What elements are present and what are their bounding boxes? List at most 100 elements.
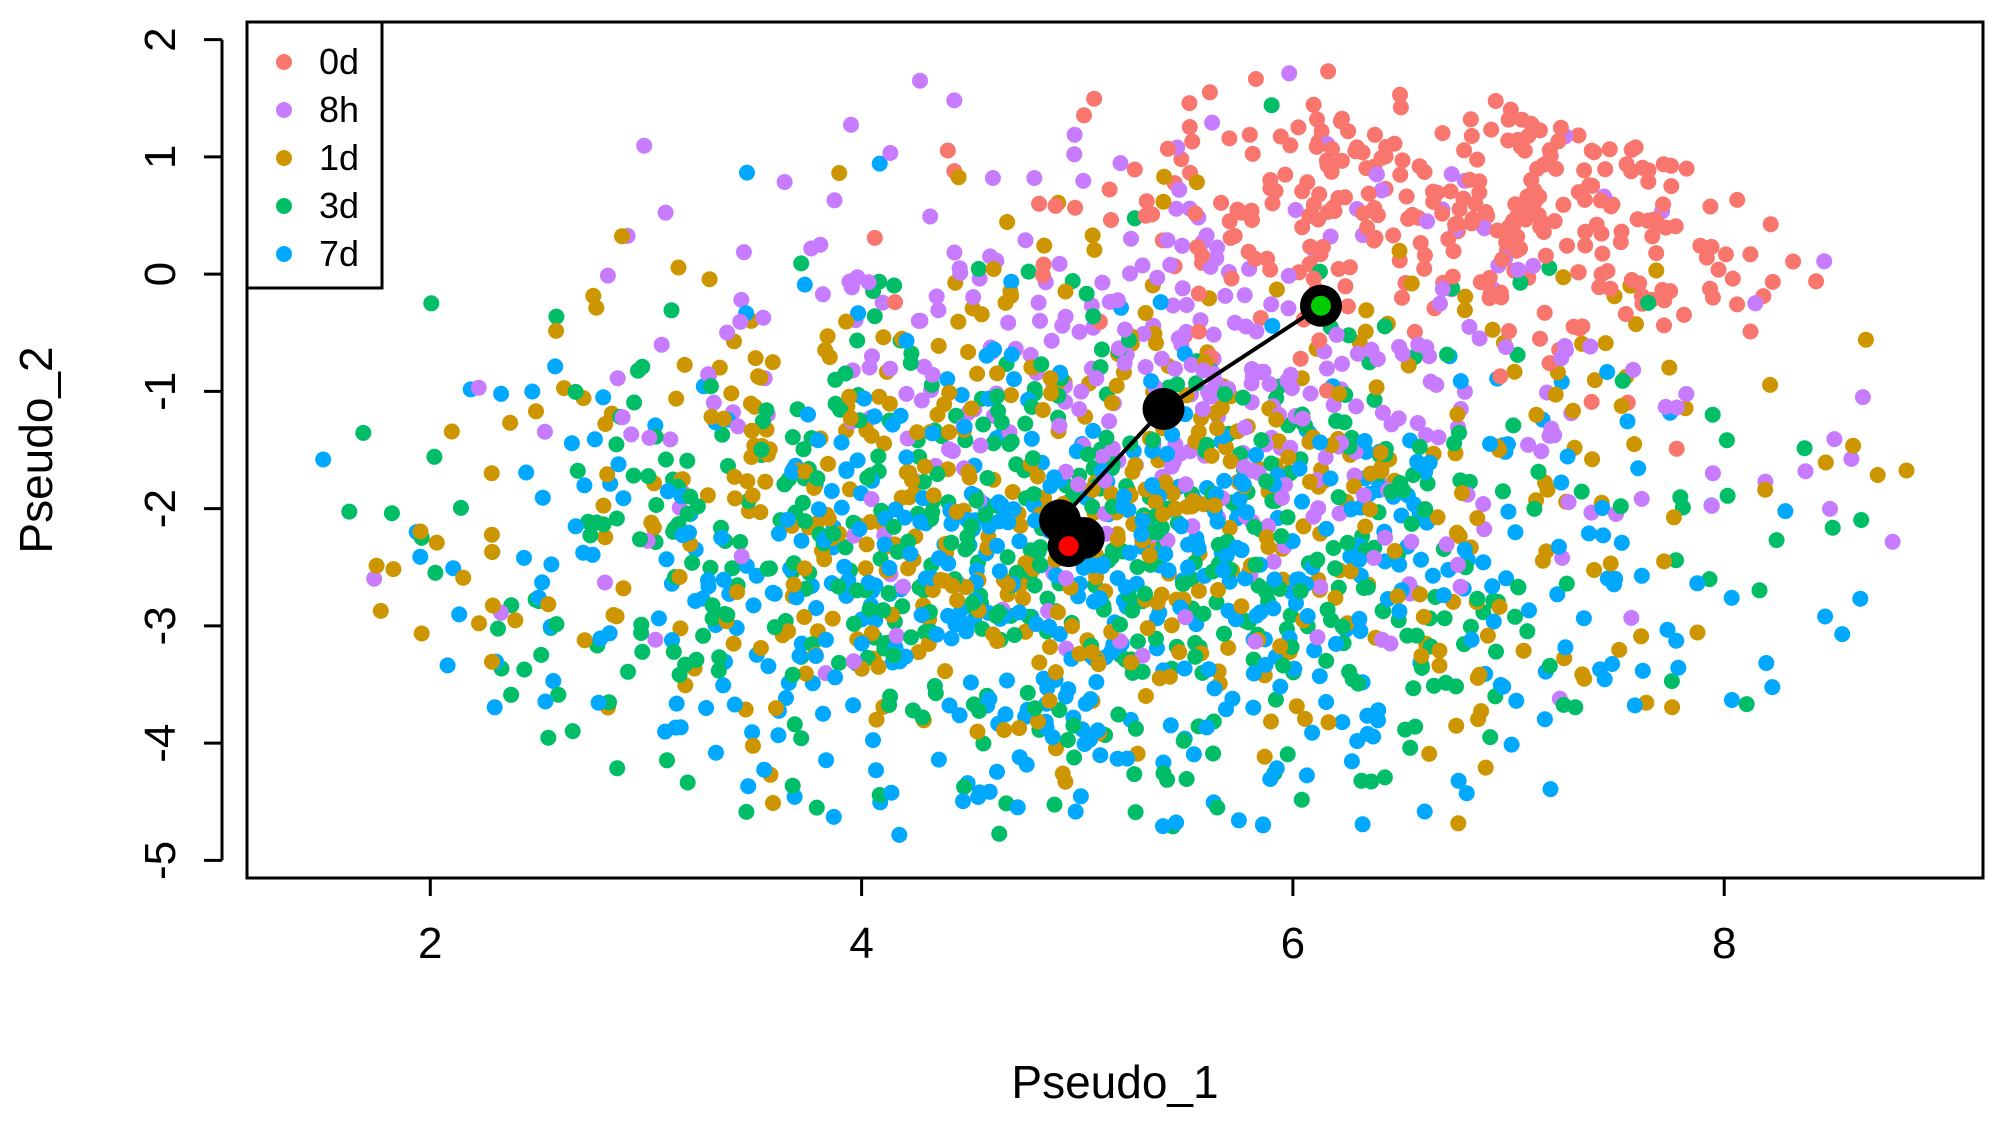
scatter-point-8h [928,288,945,305]
scatter-point-1d [1479,627,1496,644]
scatter-point-8h [1450,556,1466,573]
scatter-point-8h [1112,155,1129,172]
scatter-point-1d [1454,485,1470,501]
scatter-point-3d [1437,674,1454,691]
scatter-point-7d [1291,460,1308,477]
scatter-point-7d [1257,656,1274,673]
scatter-point-8h [1623,609,1640,626]
scatter-point-3d [1153,519,1170,536]
scatter-point-0d [1494,251,1511,268]
scatter-point-3d [1494,483,1511,500]
scatter-point-0d [1445,243,1462,260]
scatter-point-7d [962,674,979,691]
scatter-point-8h [733,291,750,308]
scatter-point-3d [1541,657,1558,674]
scatter-point-7d [913,607,930,623]
scatter-point-8h [1418,427,1435,443]
scatter-point-1d [1154,506,1171,523]
scatter-point-3d [975,735,992,752]
scatter-point-3d [1350,675,1367,692]
scatter-point-3d [569,462,586,479]
scatter-point-3d [991,604,1008,620]
scatter-point-1d [668,390,685,407]
scatter-point-3d [1025,486,1042,503]
scatter-point-7d [883,784,900,801]
scatter-point-3d [991,825,1008,842]
scatter-point-7d [668,695,685,712]
scatter-point-8h [647,631,664,648]
scatter-point-3d [695,627,712,644]
scatter-point-1d [1898,462,1915,479]
scatter-point-7d [793,532,810,549]
legend-label-7d: 7d [319,233,359,274]
scatter-point-7d [715,677,732,694]
scatter-point-7d [836,558,853,575]
scatter-point-8h [1051,417,1068,434]
scatter-point-1d [1043,385,1059,402]
scatter-point-3d [1376,318,1393,335]
scatter-point-3d [714,426,731,443]
scatter-point-3d [970,260,987,277]
scatter-point-0d [1640,162,1657,179]
scatter-point-0d [1577,237,1594,254]
scatter-point-0d [1668,440,1685,457]
scatter-point-1d [960,344,977,360]
scatter-point-3d [1065,717,1082,734]
scatter-point-8h [1363,341,1380,358]
scatter-point-7d [760,658,777,675]
trajectory-layer [1039,284,1342,568]
scatter-point-0d [1584,177,1601,194]
scatter-point-7d [898,332,915,349]
scatter-point-7d [1318,520,1335,537]
scatter-point-1d [999,214,1016,230]
scatter-point-7d [902,545,919,562]
scatter-point-1d [643,514,660,531]
scatter-point-0d [1592,192,1609,209]
scatter-point-3d [1327,560,1344,577]
scatter-point-7d [1206,680,1223,697]
scatter-point-7d [524,383,541,400]
scatter-point-7d [1160,562,1177,579]
scatter-point-1d [540,596,557,613]
legend-label-3d: 3d [319,185,359,226]
scatter-point-8h [1418,339,1435,356]
scatter-point-1d [1157,474,1174,491]
scatter-point-3d [567,383,584,400]
scatter-point-1d [701,271,718,288]
scatter-point-3d [1178,771,1195,787]
scatter-point-7d [412,548,429,565]
y-axis: -5 -4 -3 -2 -1 0 1 2 [136,27,224,880]
scatter-point-0d [1493,289,1510,306]
scatter-point-8h [1430,429,1447,446]
scatter-point-0d [1546,213,1563,230]
scatter-point-7d [884,416,901,433]
scatter-point-7d [1613,534,1630,551]
scatter-point-8h [1476,220,1493,237]
scatter-point-7d [1559,448,1576,465]
scatter-point-8h [1153,350,1170,367]
scatter-point-3d [625,467,642,484]
scatter-point-7d [1318,694,1335,710]
scatter-point-3d [1318,652,1335,669]
scatter-point-7d [1155,818,1171,835]
scatter-point-7d [1298,767,1315,784]
scatter-point-7d [534,574,551,591]
scatter-point-0d [1552,119,1569,136]
scatter-point-3d [979,470,996,486]
scatter-point-0d [1366,126,1383,143]
y-tick-label: -4 [136,724,185,763]
scatter-point-3d [1279,509,1296,526]
scatter-point-7d [1485,613,1502,630]
scatter-point-7d [1164,426,1181,443]
scatter-point-0d [1067,199,1084,216]
scatter-point-8h [898,385,915,402]
scatter-point-7d [1356,433,1373,449]
scatter-point-3d [582,527,599,544]
scatter-point-3d [1098,429,1115,446]
scatter-point-7d [1294,493,1310,510]
scatter-point-8h [1203,388,1220,405]
scatter-point-7d [1306,642,1323,659]
scatter-point-0d [1406,323,1423,340]
scatter-point-1d [930,337,947,354]
scatter-point-7d [659,483,676,500]
